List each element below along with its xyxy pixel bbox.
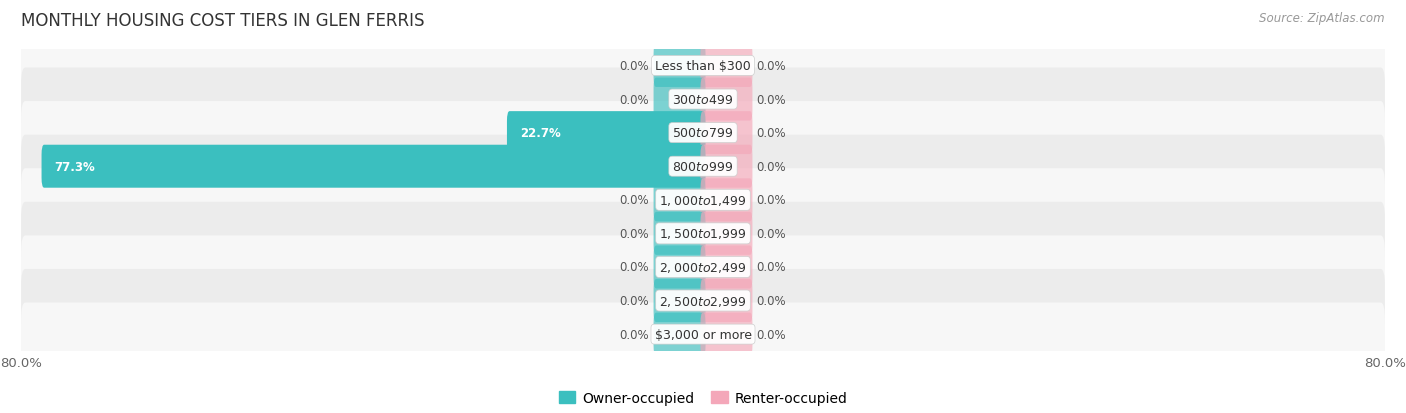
Text: $800 to $999: $800 to $999 — [672, 160, 734, 173]
Text: 0.0%: 0.0% — [620, 294, 650, 307]
FancyBboxPatch shape — [21, 35, 1385, 98]
FancyBboxPatch shape — [21, 269, 1385, 332]
Text: 77.3%: 77.3% — [55, 160, 96, 173]
FancyBboxPatch shape — [700, 78, 752, 121]
FancyBboxPatch shape — [21, 202, 1385, 265]
FancyBboxPatch shape — [654, 279, 706, 322]
FancyBboxPatch shape — [21, 102, 1385, 165]
Text: 0.0%: 0.0% — [620, 194, 650, 207]
FancyBboxPatch shape — [654, 313, 706, 356]
FancyBboxPatch shape — [700, 179, 752, 222]
FancyBboxPatch shape — [21, 135, 1385, 198]
FancyBboxPatch shape — [21, 68, 1385, 131]
FancyBboxPatch shape — [508, 112, 706, 155]
Text: 0.0%: 0.0% — [756, 194, 786, 207]
FancyBboxPatch shape — [654, 212, 706, 255]
FancyBboxPatch shape — [654, 78, 706, 121]
Text: $1,000 to $1,499: $1,000 to $1,499 — [659, 193, 747, 207]
Text: 0.0%: 0.0% — [620, 328, 650, 341]
FancyBboxPatch shape — [700, 212, 752, 255]
Text: $2,000 to $2,499: $2,000 to $2,499 — [659, 260, 747, 274]
FancyBboxPatch shape — [654, 45, 706, 88]
FancyBboxPatch shape — [700, 145, 752, 188]
Text: 0.0%: 0.0% — [756, 294, 786, 307]
Text: Source: ZipAtlas.com: Source: ZipAtlas.com — [1260, 12, 1385, 25]
Text: 0.0%: 0.0% — [756, 160, 786, 173]
Text: 0.0%: 0.0% — [620, 93, 650, 106]
FancyBboxPatch shape — [654, 179, 706, 222]
Text: 0.0%: 0.0% — [756, 328, 786, 341]
FancyBboxPatch shape — [42, 145, 706, 188]
FancyBboxPatch shape — [654, 246, 706, 289]
Text: 0.0%: 0.0% — [756, 227, 786, 240]
FancyBboxPatch shape — [21, 303, 1385, 366]
FancyBboxPatch shape — [700, 45, 752, 88]
Text: 0.0%: 0.0% — [756, 261, 786, 274]
Text: MONTHLY HOUSING COST TIERS IN GLEN FERRIS: MONTHLY HOUSING COST TIERS IN GLEN FERRI… — [21, 12, 425, 30]
Text: Less than $300: Less than $300 — [655, 60, 751, 73]
Text: $1,500 to $1,999: $1,500 to $1,999 — [659, 227, 747, 241]
FancyBboxPatch shape — [700, 246, 752, 289]
Text: 0.0%: 0.0% — [756, 127, 786, 140]
Text: $3,000 or more: $3,000 or more — [655, 328, 751, 341]
Text: 0.0%: 0.0% — [620, 60, 650, 73]
Text: $300 to $499: $300 to $499 — [672, 93, 734, 106]
FancyBboxPatch shape — [21, 236, 1385, 299]
Text: 0.0%: 0.0% — [756, 60, 786, 73]
FancyBboxPatch shape — [700, 279, 752, 322]
Text: 0.0%: 0.0% — [620, 261, 650, 274]
Text: $500 to $799: $500 to $799 — [672, 127, 734, 140]
Legend: Owner-occupied, Renter-occupied: Owner-occupied, Renter-occupied — [553, 385, 853, 411]
FancyBboxPatch shape — [21, 169, 1385, 232]
FancyBboxPatch shape — [700, 313, 752, 356]
Text: 22.7%: 22.7% — [520, 127, 561, 140]
FancyBboxPatch shape — [700, 112, 752, 155]
Text: 0.0%: 0.0% — [756, 93, 786, 106]
Text: 0.0%: 0.0% — [620, 227, 650, 240]
Text: $2,500 to $2,999: $2,500 to $2,999 — [659, 294, 747, 308]
